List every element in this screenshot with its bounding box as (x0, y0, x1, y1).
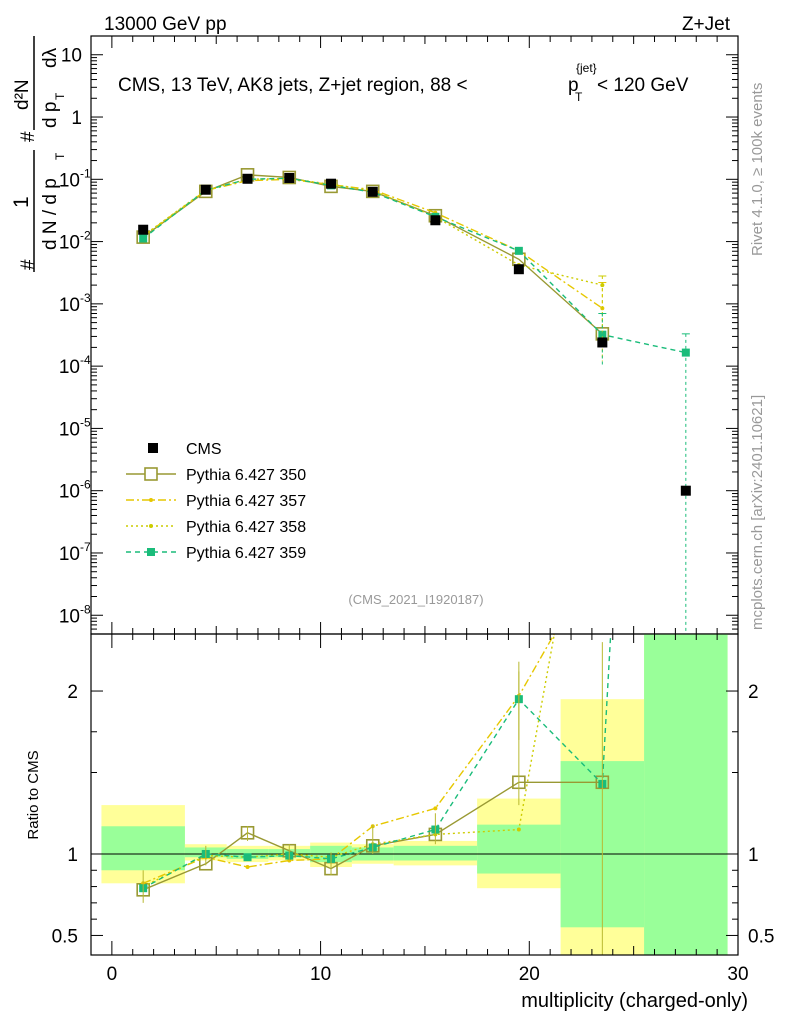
xtick-label: 30 (727, 964, 748, 985)
ylabel-frac2-den: d p (40, 102, 61, 128)
ratio-point-p357 (245, 865, 250, 870)
ratio-ylabel: Ratio to CMS (25, 750, 42, 839)
main-ylabel: # 1 d N / d p T # d²N d p T dλ (10, 36, 67, 272)
xtick-label: 20 (519, 964, 540, 985)
stat-band (393, 845, 478, 861)
cms-point (138, 224, 149, 235)
ratio-point-p359 (243, 853, 252, 862)
point-p350 (282, 170, 297, 185)
main-ytick-label: 10 (59, 233, 80, 254)
cms-point (680, 485, 691, 496)
cms-point (284, 172, 295, 183)
ratio-ytick-label: 0.5 (52, 926, 78, 947)
xtick-label: 0 (107, 964, 118, 985)
ylabel-frac2-den-tail: dλ (40, 47, 61, 68)
cms-point (367, 186, 378, 197)
stat-band (477, 824, 561, 874)
ratio-bands (91, 634, 738, 955)
legend-label-p350: Pythia 6.427 350 (186, 467, 306, 484)
legend-marker-p358 (149, 524, 153, 528)
main-ytick-exponent: -4 (80, 353, 91, 367)
stat-band (644, 634, 728, 955)
point-p359 (139, 234, 148, 243)
ylabel-frac-den: d N / d p (40, 178, 61, 250)
mcplots-label: mcplots.cern.ch [arXiv:2401.10621] (749, 395, 766, 630)
ratio-line-p359 (142, 633, 612, 889)
ylabel-frac-den-sub: T (53, 152, 67, 160)
main-ytick-exponent: -1 (80, 166, 91, 180)
legend-label-p359: Pythia 6.427 359 (186, 545, 306, 562)
legend-marker-p357 (149, 498, 153, 502)
main-ytick-exponent: -8 (80, 602, 91, 616)
ratio-series-group (136, 633, 612, 955)
ratio-frame (90, 633, 739, 956)
point-p359 (514, 246, 523, 255)
cms-point (200, 184, 211, 195)
title-tail: < 120 GeV (597, 75, 689, 96)
legend-label-cms: CMS (186, 441, 222, 458)
legend-label-p357: Pythia 6.427 357 (186, 493, 306, 510)
plot-title: CMS, 13 TeV, AK8 jets, Z+jet region, 88 … (118, 75, 468, 96)
main-ytick-label: 1 (71, 108, 82, 129)
main-ytick-exponent: -5 (80, 415, 91, 429)
ylabel-frac2-num: d²N (12, 79, 33, 110)
ylabel-frac-num: 1 (10, 196, 33, 208)
main-ytick-exponent: -3 (80, 291, 91, 305)
point-p359 (598, 330, 607, 339)
main-ytick-exponent: -7 (80, 540, 91, 554)
main-series-group (136, 168, 691, 634)
title-pt-sub: T (575, 90, 583, 104)
main-ytick-label: 10 (61, 46, 82, 67)
main-ytick-label: 10 (59, 544, 80, 565)
stat-band (101, 826, 185, 871)
main-ytick-label: 10 (59, 482, 80, 503)
series-line-p359 (142, 177, 686, 354)
ratio-ytick-label-right: 2 (748, 682, 759, 703)
main-ytick-label: 10 (59, 419, 80, 440)
main-ytick-label: 10 (59, 357, 80, 378)
main-ytick-exponent: -6 (80, 478, 91, 492)
legend-marker-p359 (147, 548, 155, 556)
legend-marker-cms (148, 443, 158, 453)
xtick-label: 10 (310, 964, 331, 985)
main-ytick-exponent: -2 (80, 229, 91, 243)
ratio-ytick-label-right: 0.5 (748, 926, 774, 947)
title-pt-sup: {jet} (576, 61, 597, 75)
title-text: CMS, 13 TeV, AK8 jets, Z+jet region, 88 … (118, 75, 468, 96)
ratio-ytick-label: 1 (67, 845, 78, 866)
rivet-label: Rivet 4.1.0, ≥ 100k events (749, 83, 766, 256)
title-pt: p T {jet} < 120 GeV (568, 61, 689, 104)
ratio-point-p358 (516, 827, 521, 832)
xlabel: multiplicity (charged-only) (521, 990, 748, 1012)
series-line-p357 (142, 178, 603, 309)
cms-point (242, 173, 253, 184)
main-ytick-label: 10 (59, 606, 80, 627)
header-right: Z+Jet (682, 14, 731, 35)
cms-point (430, 215, 441, 226)
main-ytick-label: 10 (59, 170, 80, 191)
legend: CMS Pythia 6.427 350 Pythia 6.427 357 Pythi… (126, 441, 306, 562)
ylabel-rhs: # (18, 131, 39, 142)
ratio-ytick-label-right: 1 (748, 845, 759, 866)
header-left: 13000 GeV pp (104, 14, 227, 35)
analysis-watermark: (CMS_2021_I1920187) (348, 592, 483, 607)
cms-point (597, 337, 608, 348)
ylabel-frac2-den-sub: T (53, 92, 67, 100)
ylabel-lhs: # (18, 259, 39, 270)
ratio-point-p357 (433, 806, 438, 811)
legend-label-p358: Pythia 6.427 358 (186, 519, 306, 536)
legend-marker-p350 (144, 467, 158, 481)
title-pt-symbol: p (568, 75, 579, 96)
cms-point (326, 178, 337, 189)
ratio-ytick-label: 2 (67, 682, 78, 703)
cms-point (513, 264, 524, 275)
ratio-axes: 0.5 0.51 12 20 10 20 30 (52, 633, 774, 985)
series-line-p350 (142, 174, 603, 335)
main-ytick-label: 10 (59, 295, 80, 316)
